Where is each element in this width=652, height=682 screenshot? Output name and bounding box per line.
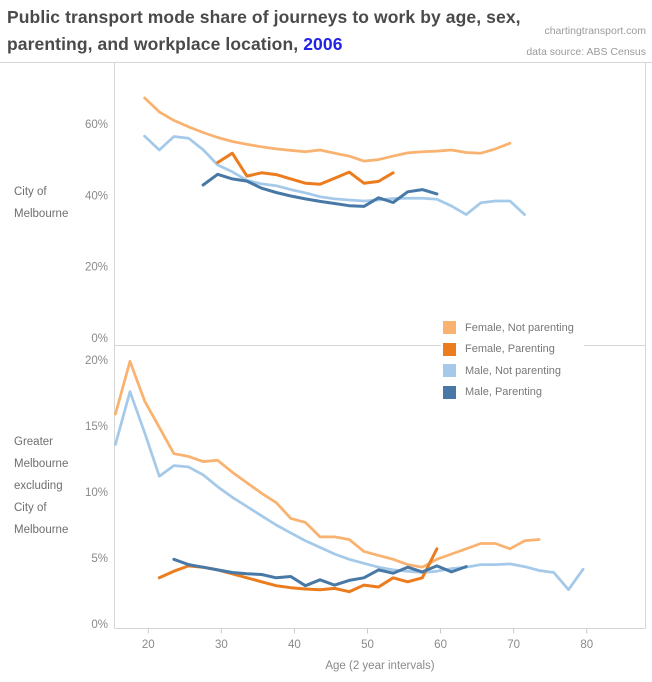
line-pane0-female-np[interactable] bbox=[143, 96, 512, 163]
legend-item-male-np[interactable]: Male, Not parenting bbox=[443, 360, 574, 382]
title-line1: Public transport mode share of journeys … bbox=[7, 7, 521, 27]
legend-label: Male, Parenting bbox=[465, 386, 543, 399]
x-tick-label: 50 bbox=[361, 639, 374, 651]
y-tick-label: 10% bbox=[85, 487, 108, 499]
x-tick-label: 60 bbox=[434, 639, 447, 651]
legend-swatch-male-p bbox=[443, 385, 456, 399]
legend-item-male-p[interactable]: Male, Parenting bbox=[443, 382, 574, 404]
x-axis-title: Age (2 year intervals) bbox=[325, 660, 435, 672]
pane-label-city-of-melbourne: City of Melbourne bbox=[14, 186, 69, 220]
x-tick-label: 80 bbox=[580, 639, 593, 651]
legend: Female, Not parenting Female, Parenting Ma… bbox=[441, 314, 584, 406]
x-tick-label: 20 bbox=[142, 639, 155, 651]
legend-swatch-male-np bbox=[443, 364, 456, 378]
y-tick-label: 5% bbox=[91, 553, 108, 565]
x-tick-label: 70 bbox=[507, 639, 520, 651]
y-tick-label: 40% bbox=[85, 190, 108, 202]
y-tick-label: 0% bbox=[91, 619, 108, 631]
chart-title: Public transport mode share of journeys … bbox=[7, 4, 527, 58]
source-site: chartingtransport.com bbox=[544, 25, 646, 37]
legend-item-female-np[interactable]: Female, Not parenting bbox=[443, 317, 574, 339]
line-pane0-male-np[interactable] bbox=[143, 134, 526, 216]
line-pane1-male-np[interactable] bbox=[114, 390, 585, 592]
line-pane1-male-p[interactable] bbox=[172, 557, 468, 588]
legend-swatch-female-p bbox=[443, 342, 456, 356]
line-pane0-male-p[interactable] bbox=[201, 172, 439, 208]
y-tick-label: 20% bbox=[85, 262, 108, 274]
x-tick-label: 40 bbox=[288, 639, 301, 651]
y-tick-label: 60% bbox=[85, 119, 108, 131]
source-attribution: chartingtransport.com data source: ABS C… bbox=[526, 21, 646, 63]
y-tick-label: 20% bbox=[85, 355, 108, 367]
y-tick-label: 0% bbox=[91, 333, 108, 345]
legend-swatch-female-np bbox=[443, 321, 456, 335]
legend-item-female-p[interactable]: Female, Parenting bbox=[443, 339, 574, 361]
title-line2: parenting, and workplace location, bbox=[7, 34, 304, 54]
title-year: 2006 bbox=[303, 34, 343, 54]
source-data: data source: ABS Census bbox=[526, 46, 646, 58]
line-pane0-female-p[interactable] bbox=[216, 151, 395, 186]
y-tick-label: 15% bbox=[85, 421, 108, 433]
legend-label: Female, Not parenting bbox=[465, 321, 574, 334]
legend-label: Female, Parenting bbox=[465, 343, 555, 356]
pane-label-greater-melbourne: Greater Melbourne excluding City of Melb… bbox=[14, 436, 69, 536]
x-tick-label: 30 bbox=[215, 639, 228, 651]
legend-label: Male, Not parenting bbox=[465, 364, 561, 377]
line-pane1-female-np[interactable] bbox=[114, 359, 541, 569]
